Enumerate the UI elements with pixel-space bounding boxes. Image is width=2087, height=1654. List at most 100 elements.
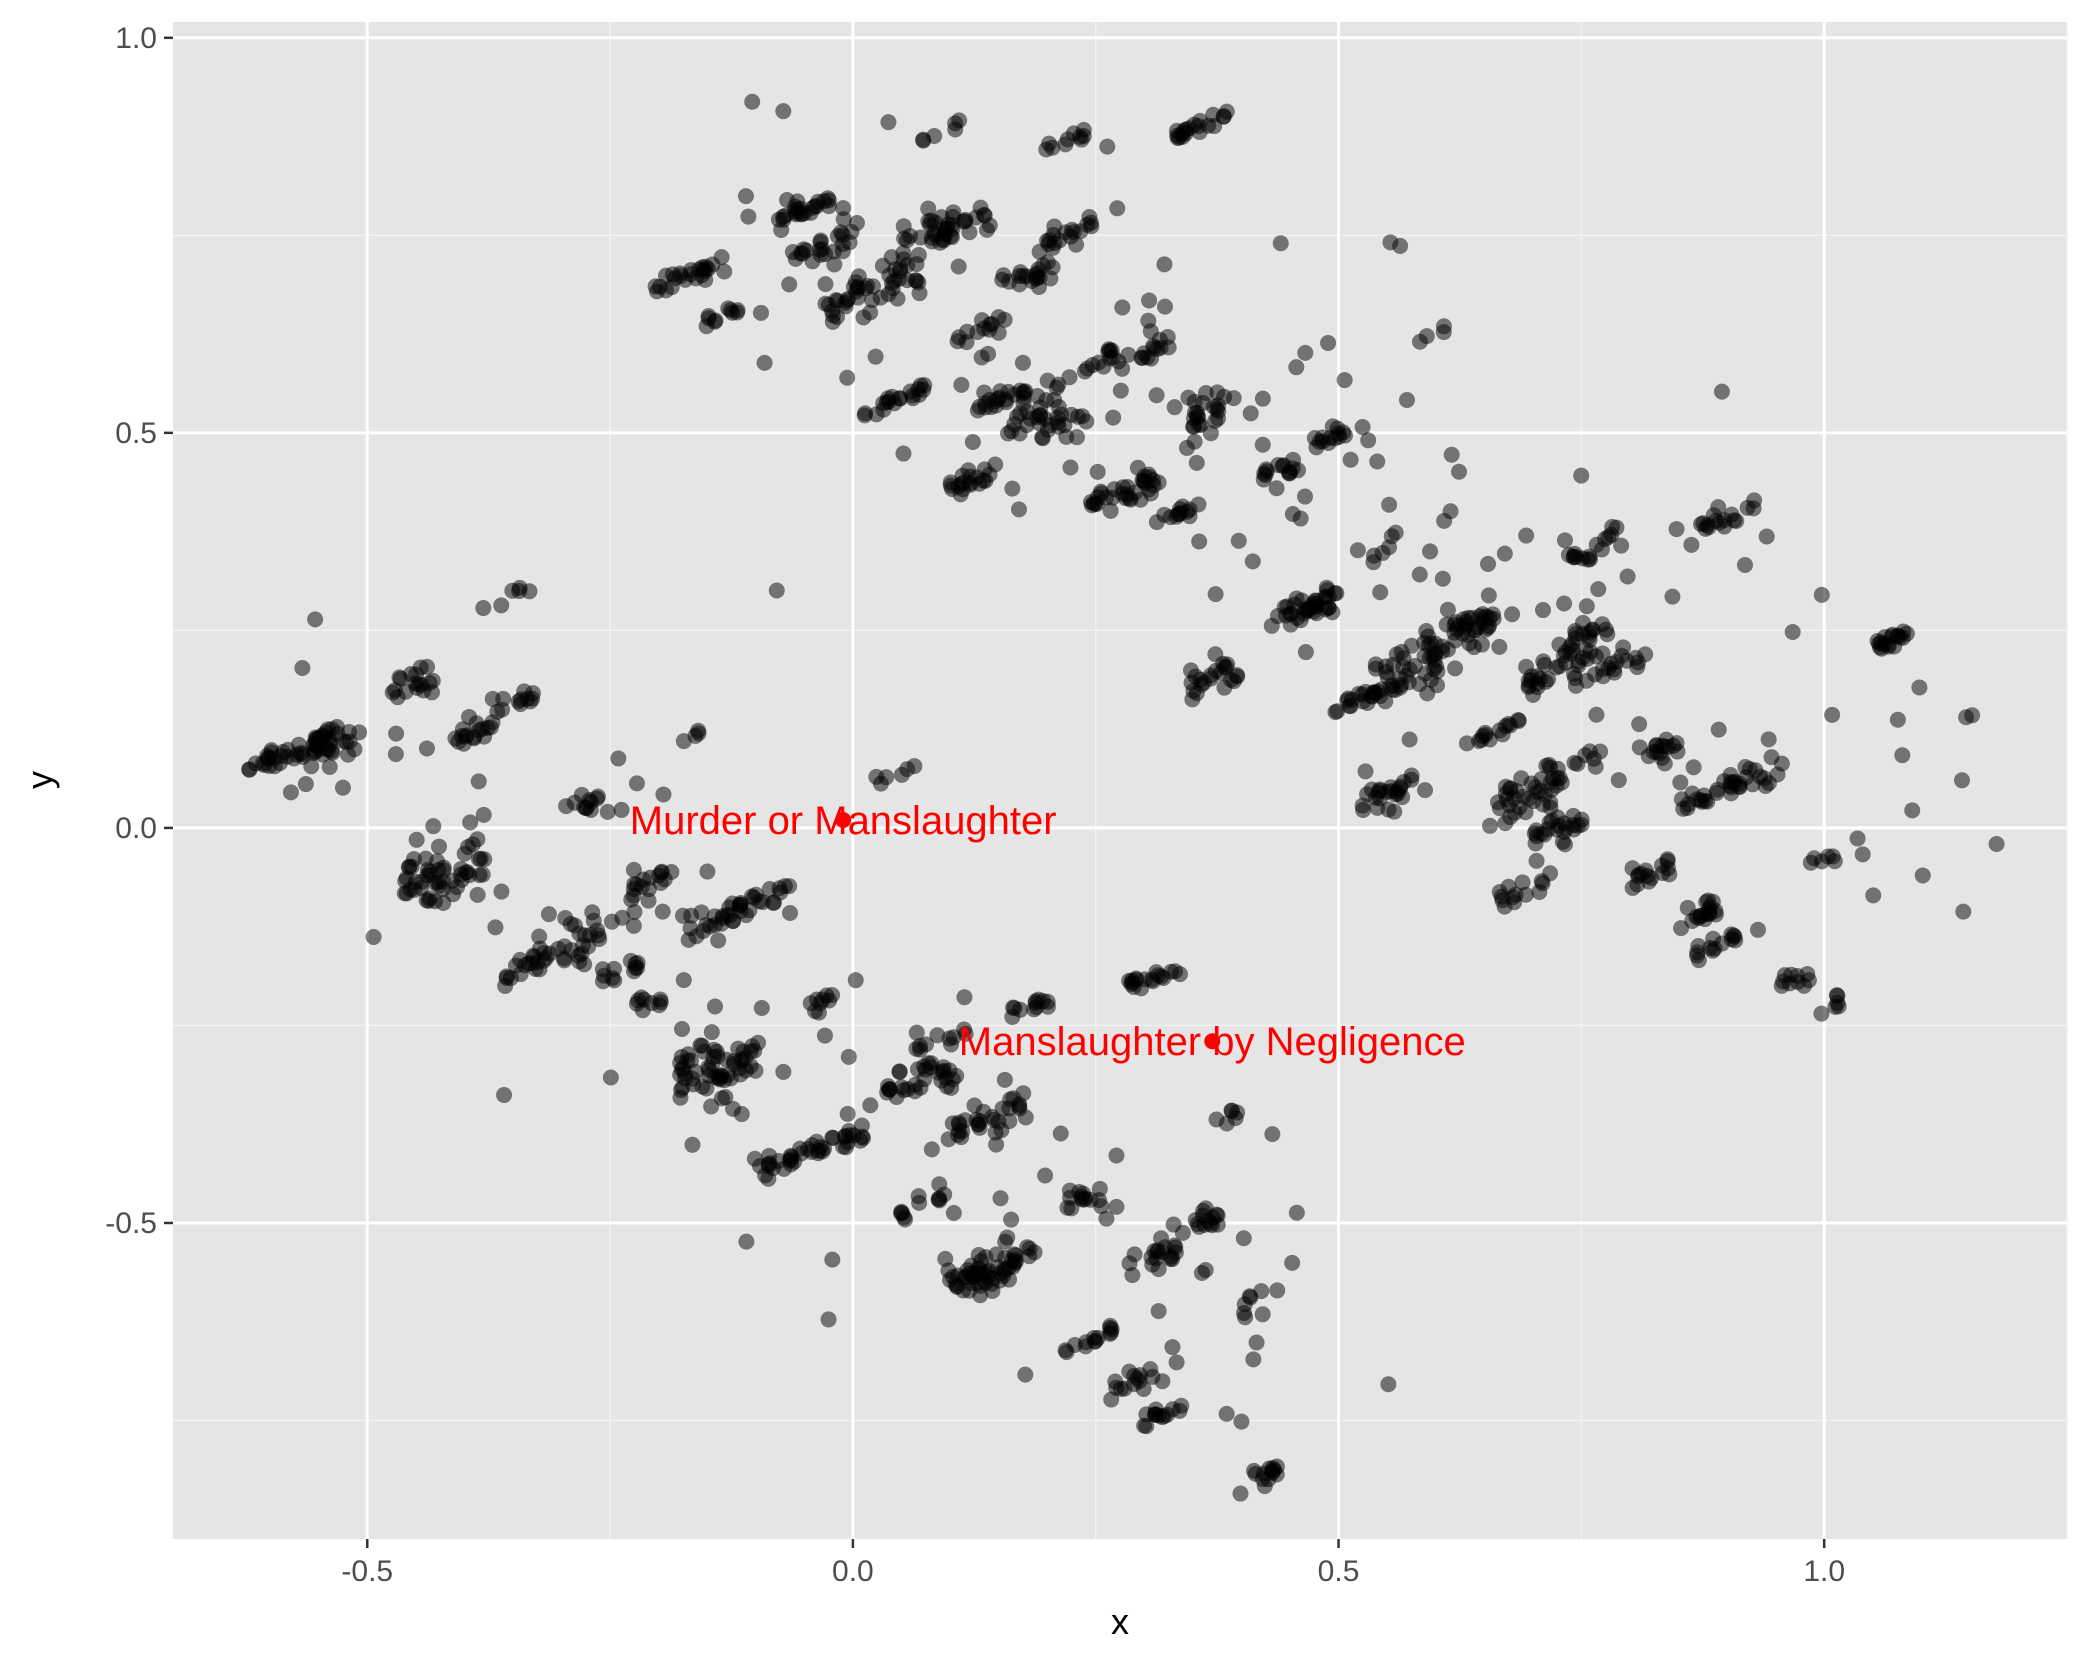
data-point-1767 (1156, 298, 1173, 315)
data-point-1839 (1297, 644, 1314, 661)
data-point-208 (558, 798, 575, 815)
data-point-1716 (470, 773, 487, 790)
data-point-1662 (1392, 237, 1409, 254)
data-point-1144 (1270, 456, 1287, 473)
data-point-304 (692, 1037, 709, 1054)
data-point-1898 (1369, 453, 1386, 470)
data-point-1890 (1747, 762, 1764, 779)
data-point-1821 (1129, 459, 1146, 476)
data-point-1278 (1473, 636, 1490, 653)
data-point-1801 (462, 814, 479, 831)
data-point-1628 (1813, 1005, 1830, 1022)
data-point-1511 (1665, 737, 1682, 754)
data-point-1763 (1865, 887, 1882, 904)
data-point-1800 (1619, 568, 1636, 585)
data-point-1375 (1514, 874, 1531, 891)
data-point-1715 (1556, 595, 1573, 612)
data-point-654 (1232, 1485, 1249, 1502)
data-point-1765 (562, 915, 579, 932)
data-point-1914 (1140, 312, 1157, 329)
data-point-599 (1164, 1401, 1181, 1418)
data-point-1759 (1988, 835, 2005, 852)
data-point-194 (497, 977, 514, 994)
data-point-542 (957, 1025, 974, 1042)
data-point-1490 (1608, 653, 1625, 670)
data-point-1828 (956, 989, 973, 1006)
data-point-1878 (1109, 200, 1126, 217)
data-point-189 (556, 950, 573, 967)
data-point-1911 (738, 1233, 755, 1250)
minor-gridlines (173, 22, 2068, 1539)
data-point-1865 (725, 1100, 742, 1117)
data-point-1688 (910, 1188, 927, 1205)
data-point-1819 (744, 93, 761, 110)
data-point-29 (292, 744, 309, 761)
highlight-points: Murder or Manslaughter Manslaughter by Ne… (630, 799, 1466, 1064)
data-point-303 (680, 1046, 697, 1063)
data-point-1270 (1355, 802, 1372, 819)
data-point-1273 (1403, 771, 1420, 788)
data-point-1912 (1114, 299, 1131, 316)
data-point-1919 (908, 1024, 925, 1041)
data-point-159 (398, 885, 415, 902)
data-point-1753 (1443, 446, 1460, 463)
data-point-1407 (1540, 671, 1557, 688)
data-point-754 (829, 228, 846, 245)
data-point-833 (935, 232, 952, 249)
data-point-146 (470, 851, 487, 868)
data-point-619 (1166, 1237, 1183, 1254)
data-point-287 (745, 889, 762, 906)
data-point-523 (1011, 1098, 1028, 1115)
highlight-label-1: Manslaughter by Negligence (959, 1020, 1466, 1064)
data-point-1846 (1297, 344, 1314, 361)
data-point-1526 (1624, 879, 1641, 896)
data-point-557 (1093, 1198, 1110, 1215)
data-point-651 (1144, 973, 1161, 990)
data-point-1692 (625, 917, 642, 934)
data-point-1525 (1661, 866, 1678, 883)
data-point-1359 (1497, 815, 1514, 832)
data-point-957 (1068, 429, 1085, 446)
data-point-539 (929, 1027, 946, 1044)
data-point-1665 (906, 758, 923, 775)
data-point-1674 (1342, 451, 1359, 468)
data-point-1694 (1168, 1354, 1185, 1371)
x-tick-label-0: -0.5 (341, 1555, 393, 1588)
data-point-1788 (602, 1069, 619, 1086)
data-point-1132 (1219, 656, 1236, 673)
data-point-808 (945, 204, 962, 221)
data-point-1061 (1197, 384, 1214, 401)
data-point-1520 (1643, 869, 1660, 886)
data-point-1706 (948, 1067, 965, 1084)
data-point-417 (880, 1078, 897, 1095)
data-point-1677 (1150, 1303, 1167, 1320)
data-point-1757 (1188, 454, 1205, 471)
data-point-1589 (1728, 513, 1745, 530)
data-point-493 (989, 1259, 1006, 1276)
data-point-1875 (1556, 836, 1573, 853)
data-point-963 (1069, 408, 1086, 425)
data-point-951 (1056, 417, 1073, 434)
data-point-73 (391, 669, 408, 686)
data-point-1720 (1364, 688, 1381, 705)
data-point-161 (456, 845, 473, 862)
data-point-1739 (1010, 501, 1027, 518)
data-point-620 (1174, 1224, 1191, 1241)
data-point-1855 (1297, 488, 1314, 505)
data-point-1749 (263, 742, 280, 759)
data-point-144 (474, 866, 491, 883)
data-point-703 (696, 263, 713, 280)
data-point-1908 (1044, 239, 1061, 256)
data-point-1554 (1690, 938, 1707, 955)
data-point-712 (729, 304, 746, 321)
data-point-796 (829, 308, 846, 325)
data-point-1103 (1057, 136, 1074, 153)
data-point-1863 (980, 345, 997, 362)
data-point-866 (981, 321, 998, 338)
data-point-1587 (1693, 516, 1710, 533)
data-point-633 (1200, 1212, 1217, 1229)
data-point-432 (931, 1190, 948, 1207)
data-point-1060 (1189, 404, 1206, 421)
data-point-1897 (713, 1090, 730, 1107)
data-point-1088 (1206, 118, 1223, 135)
